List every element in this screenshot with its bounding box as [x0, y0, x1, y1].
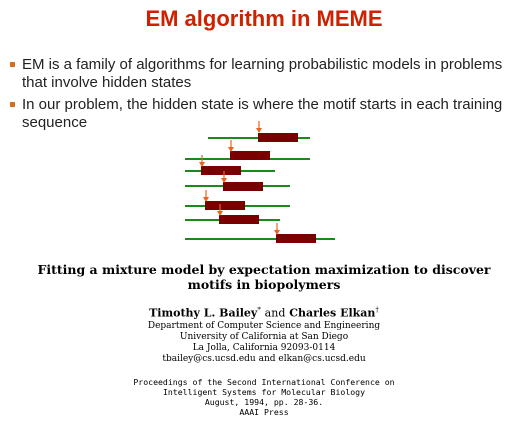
motif-box [230, 151, 270, 160]
bullet-list: EM is a family of algorithms for learnin… [10, 56, 510, 136]
motif-box [276, 234, 316, 243]
affiliation-line: University of California at San Diego [179, 332, 349, 342]
motif-box [219, 215, 259, 224]
paper-title-line: motifs in biopolymers [187, 277, 341, 292]
sequence-line [185, 238, 335, 240]
author-name: Charles Elkan [289, 306, 376, 320]
proceedings-line: AAAI Press [239, 407, 289, 417]
square-bullet-icon [10, 62, 15, 67]
proceedings-line: August, 1994, pp. 28-36. [204, 397, 324, 407]
bullet-item: EM is a family of algorithms for learnin… [10, 56, 510, 92]
proceedings-line: Proceedings of the Second International … [133, 377, 395, 387]
author-conjunction: and [264, 306, 286, 320]
motif-box [205, 201, 245, 210]
paper-authors: Timothy L. Bailey* and Charles Elkan† [0, 306, 528, 320]
author-footnote-mark: * [257, 306, 261, 314]
motif-start-arrow-icon [228, 140, 234, 152]
proceedings-line: Intelligent Systems for Molecular Biolog… [162, 387, 366, 397]
bullet-item: In our problem, the hidden state is wher… [10, 96, 510, 132]
author-footnote-mark: † [375, 306, 379, 314]
affiliation-line: tbailey@cs.ucsd.edu and elkan@cs.ucsd.ed… [162, 354, 366, 364]
motif-box [223, 182, 263, 191]
motif-start-arrow-icon [274, 223, 280, 235]
motif-box [258, 133, 298, 142]
motif-start-arrow-icon [221, 171, 227, 183]
square-bullet-icon [10, 102, 15, 107]
motif-start-arrow-icon [203, 190, 209, 202]
motif-start-arrow-icon [217, 204, 223, 216]
affiliation-line: Department of Computer Science and Engin… [147, 321, 381, 331]
bullet-text: EM is a family of algorithms for learnin… [22, 56, 503, 91]
paper-title-line: Fitting a mixture model by expectation m… [37, 262, 491, 277]
motif-alignment-diagram [180, 118, 340, 248]
affiliation-line: La Jolla, California 92093-0114 [192, 343, 336, 353]
author-name: Timothy L. Bailey [149, 306, 258, 320]
motif-box [201, 166, 241, 175]
motif-start-arrow-icon [199, 155, 205, 167]
bullet-text: In our problem, the hidden state is wher… [22, 96, 503, 131]
motif-start-arrow-icon [256, 121, 262, 133]
slide-title: EM algorithm in MEME [145, 6, 383, 31]
paper-title: Fitting a mixture model by expectation m… [0, 262, 528, 292]
